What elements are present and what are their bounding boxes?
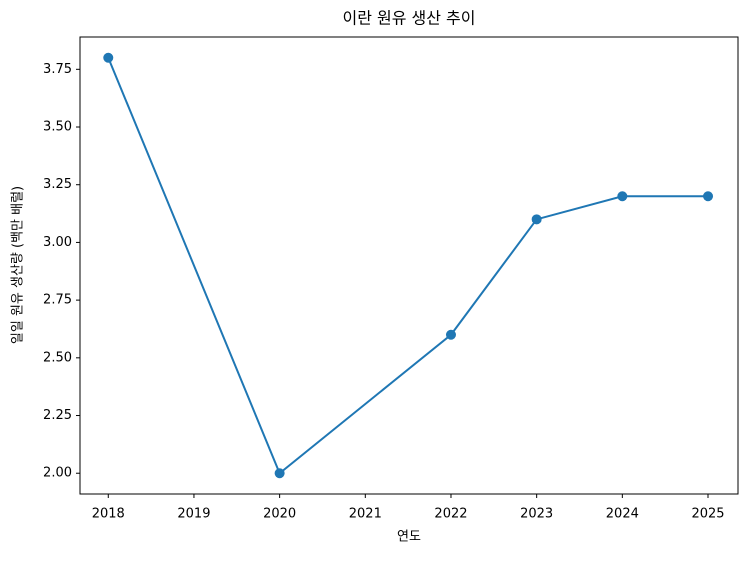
- y-tick-label: 3.25: [43, 177, 72, 192]
- y-tick-label: 3.00: [43, 235, 72, 250]
- x-tick-label: 2020: [263, 507, 296, 522]
- plot-frame: [79, 36, 739, 495]
- chart-title: 이란 원유 생산 추이: [342, 9, 475, 28]
- x-tick-label: 2022: [434, 507, 467, 522]
- x-tick-label: 2021: [349, 507, 382, 522]
- data-point: [274, 468, 285, 479]
- y-tick-label: 3.50: [43, 120, 72, 135]
- data-point: [103, 52, 114, 63]
- x-tick-label: 2025: [691, 507, 724, 522]
- data-point: [445, 329, 456, 340]
- y-tick-label: 3.75: [43, 62, 72, 77]
- x-tick-label: 2018: [92, 507, 125, 522]
- x-tick-label: 2024: [606, 507, 639, 522]
- x-tick-label: 2023: [520, 507, 553, 522]
- y-tick-label: 2.75: [43, 293, 72, 308]
- data-point: [617, 191, 628, 202]
- x-axis-label: 연도: [397, 530, 421, 545]
- y-tick-label: 2.25: [43, 408, 72, 423]
- x-tick-label: 2019: [177, 507, 210, 522]
- y-tick-label: 2.00: [43, 466, 72, 481]
- data-point: [531, 214, 542, 225]
- y-axis-label: 일일 원유 생산량 (백만 배럴): [11, 186, 26, 344]
- y-tick-label: 2.50: [43, 350, 72, 365]
- data-point: [703, 191, 714, 202]
- data-line: [107, 57, 709, 475]
